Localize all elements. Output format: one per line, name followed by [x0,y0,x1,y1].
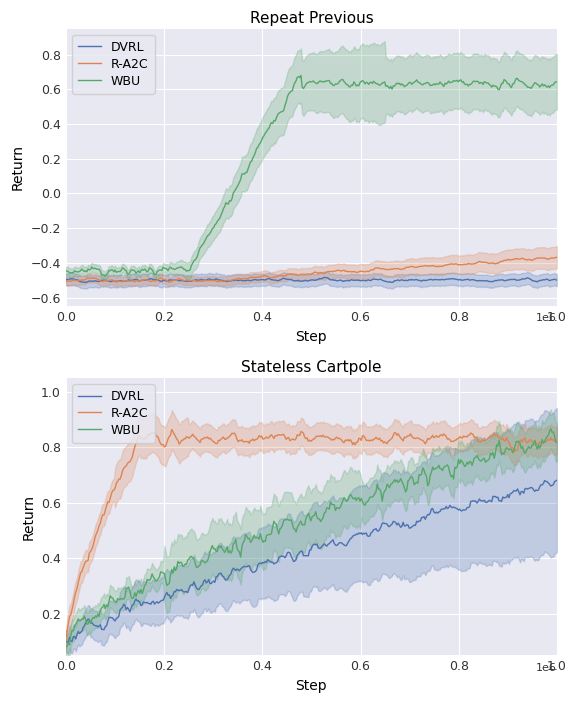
R-A2C [166,278,173,287]
WBU [419,80,426,89]
R-A2C [421,262,428,270]
R-A2C [168,425,175,434]
WBU [298,71,305,80]
Line: DVRL: DVRL [66,277,557,282]
Line: WBU: WBU [66,75,557,276]
WBU [62,643,69,651]
DVRL [321,273,328,282]
WBU [121,593,128,601]
Title: Repeat Previous: Repeat Previous [250,11,373,26]
R-A2C [62,277,69,285]
DVRL [258,560,265,568]
R-A2C [258,432,265,440]
R-A2C [224,276,231,284]
R-A2C [121,463,128,471]
DVRL [123,605,129,614]
DVRL [224,576,231,584]
DVRL [422,277,429,285]
WBU [224,200,231,208]
R-A2C [224,434,231,442]
R-A2C [418,436,425,444]
Line: DVRL: DVRL [66,480,557,642]
Y-axis label: Return: Return [21,494,35,540]
Title: Stateless Cartpole: Stateless Cartpole [241,360,381,375]
WBU [417,471,424,479]
DVRL [224,277,231,286]
Line: R-A2C: R-A2C [66,257,557,282]
DVRL [554,476,561,484]
WBU [554,438,561,446]
Legend: DVRL, R-A2C, WBU: DVRL, R-A2C, WBU [72,35,155,94]
WBU [102,272,109,280]
Y-axis label: Return: Return [11,144,25,191]
R-A2C [373,264,380,272]
Line: R-A2C: R-A2C [66,429,557,641]
WBU [422,80,429,88]
R-A2C [62,637,69,646]
DVRL [62,275,69,284]
WBU [547,425,554,433]
WBU [257,529,264,538]
DVRL [418,513,425,522]
X-axis label: Step: Step [295,329,327,344]
WBU [123,267,129,275]
WBU [371,489,378,498]
WBU [223,546,229,554]
DVRL [374,275,381,284]
Text: 1e6: 1e6 [536,662,557,672]
DVRL [421,513,428,521]
DVRL [64,638,71,646]
WBU [419,464,426,472]
Legend: DVRL, R-A2C, WBU: DVRL, R-A2C, WBU [72,384,155,443]
DVRL [554,276,561,284]
DVRL [419,276,426,284]
DVRL [373,524,380,533]
DVRL [123,277,129,285]
R-A2C [418,262,425,270]
DVRL [82,278,89,287]
WBU [258,136,265,144]
R-A2C [121,277,128,285]
WBU [374,80,381,88]
R-A2C [554,436,561,444]
R-A2C [554,253,561,261]
WBU [62,267,69,275]
R-A2C [258,272,265,281]
DVRL [258,275,265,284]
WBU [554,77,561,86]
Line: WBU: WBU [66,429,557,647]
R-A2C [373,433,380,441]
X-axis label: Step: Step [295,679,327,693]
Text: 1e6: 1e6 [536,313,557,323]
DVRL [62,637,69,646]
R-A2C [421,438,428,446]
